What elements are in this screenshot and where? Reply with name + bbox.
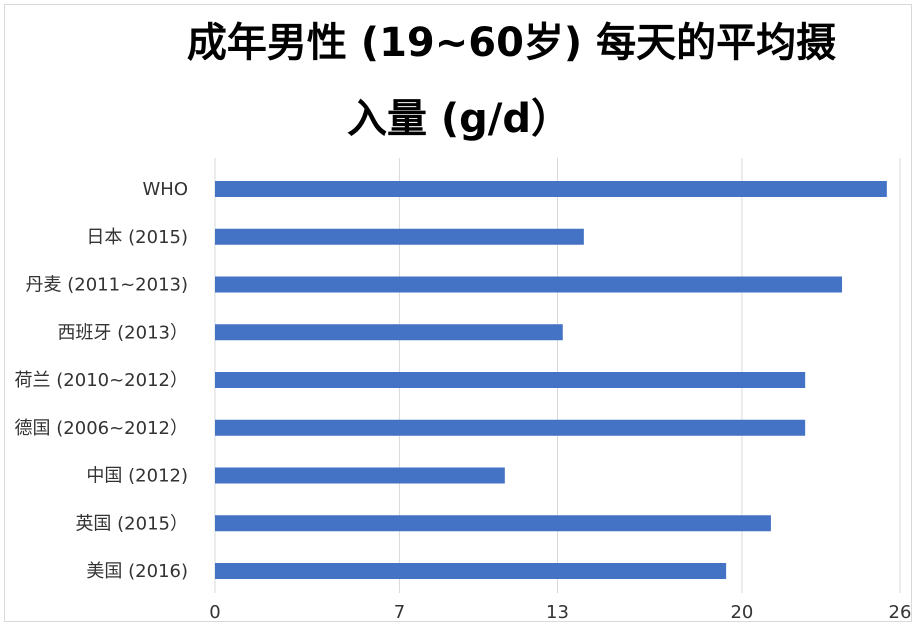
category-label-4: 荷兰 (2010~2012） [15, 370, 188, 391]
bar-1 [215, 228, 584, 245]
bar-0 [215, 181, 887, 197]
category-label-2: 丹麦 (2011~2013) [26, 275, 188, 296]
bar-5 [215, 419, 806, 436]
category-label-1: 日本 (2015) [86, 227, 188, 248]
category-label-0: WHO [142, 179, 188, 200]
category-label-7: 英国 (2015） [75, 513, 188, 534]
category-label-8: 美国 (2016) [86, 561, 188, 582]
category-label-3: 西班牙 (2013） [57, 322, 188, 343]
x-tick-label-13: 13 [546, 602, 569, 623]
chart-title-line1: 成年男性 (19~60岁) 每天的平均摄 [186, 20, 837, 66]
chart-frame [4, 4, 912, 622]
x-tick-label-0: 0 [209, 602, 220, 623]
category-label-6: 中国 (2012) [86, 466, 188, 487]
bar-6 [215, 467, 505, 484]
chart-title-line2: 入量 (g/d） [346, 96, 572, 142]
x-tick-label-7: 7 [394, 602, 405, 623]
bar-4 [215, 372, 806, 388]
bar-3 [215, 324, 563, 341]
bar-8 [215, 563, 727, 579]
category-label-5: 德国 (2006~2012） [15, 418, 188, 439]
x-tick-label-26: 26 [889, 602, 912, 623]
x-tick-label-20: 20 [730, 602, 753, 623]
bar-7 [215, 515, 771, 532]
bar-2 [215, 276, 843, 293]
